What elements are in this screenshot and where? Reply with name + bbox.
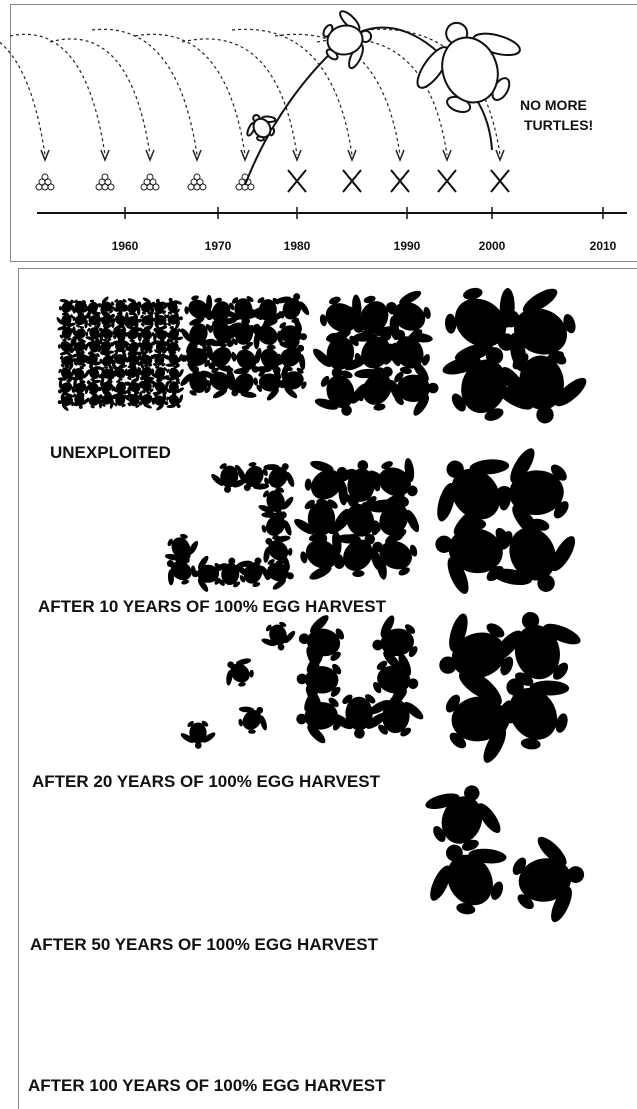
x-mark <box>288 170 306 192</box>
flipper <box>58 344 61 349</box>
panel-label: AFTER 100 YEARS OF 100% EGG HARVEST <box>28 1076 386 1095</box>
turtle <box>481 602 592 696</box>
axis-label: 1970 <box>205 239 232 253</box>
panel-label: AFTER 50 YEARS OF 100% EGG HARVEST <box>30 935 379 954</box>
egg <box>102 184 108 190</box>
turtle <box>411 771 515 863</box>
turtle <box>425 599 526 714</box>
turtle <box>191 554 222 593</box>
turtle <box>179 719 217 749</box>
arc-arrow <box>92 29 197 155</box>
turtle <box>257 618 300 655</box>
turtle <box>329 692 389 739</box>
axis-label: 2010 <box>590 239 617 253</box>
x-mark <box>438 170 456 192</box>
turtle <box>392 358 439 418</box>
axis-label: 1990 <box>394 239 421 253</box>
panel-label: AFTER 10 YEARS OF 100% EGG HARVEST <box>38 597 387 616</box>
flipper <box>253 377 258 385</box>
turtle <box>293 609 349 676</box>
panel-label: UNEXPLOITED <box>50 443 171 462</box>
egg <box>248 184 254 190</box>
egg <box>108 184 114 190</box>
annotation-line: TURTLES! <box>524 117 593 133</box>
turtle-outline <box>318 5 377 75</box>
flipper <box>444 313 456 333</box>
egg <box>42 174 48 180</box>
panel-label: AFTER 20 YEARS OF 100% EGG HARVEST <box>32 772 381 791</box>
page: NO MORE TURTLES! UNEXPLOITED AFTER 10 YE… <box>0 0 637 1109</box>
annotation-line: NO MORE <box>520 97 587 113</box>
x-mark <box>491 170 509 192</box>
arc-arrow <box>50 39 150 155</box>
arc-arrow <box>0 29 45 155</box>
flipper <box>305 478 312 490</box>
turtle <box>229 696 276 742</box>
axis-label: 1960 <box>112 239 139 253</box>
flipper <box>249 670 254 678</box>
axis-label: 2000 <box>479 239 506 253</box>
turtle <box>368 610 422 675</box>
egg <box>147 174 153 180</box>
egg <box>141 184 147 190</box>
axis-label: 1980 <box>284 239 311 253</box>
flipper <box>59 306 62 311</box>
egg <box>42 184 48 190</box>
egg <box>96 184 102 190</box>
egg <box>236 184 242 190</box>
egg <box>188 184 194 190</box>
egg <box>48 184 54 190</box>
turtle <box>504 827 592 932</box>
turtle <box>364 688 428 740</box>
flipper <box>288 548 293 556</box>
egg <box>36 184 42 190</box>
x-mark <box>343 170 361 192</box>
flipper <box>352 570 365 578</box>
timeline-frame <box>11 5 637 262</box>
arc-arrow <box>135 34 245 155</box>
turtle <box>216 648 263 695</box>
figure: NO MORE TURTLES! UNEXPLOITED AFTER 10 YE… <box>0 0 637 1109</box>
egg <box>153 184 159 190</box>
arc-arrow <box>182 39 297 155</box>
turtle-outline <box>240 107 283 147</box>
flipper <box>86 332 89 337</box>
egg <box>147 184 153 190</box>
arc-arrow <box>10 34 105 155</box>
turtle-outline <box>398 3 539 128</box>
egg <box>200 184 206 190</box>
egg <box>194 174 200 180</box>
shell <box>154 353 164 365</box>
egg <box>194 184 200 190</box>
flipper <box>238 682 246 687</box>
flipper <box>248 729 256 734</box>
x-mark <box>391 170 409 192</box>
egg <box>102 174 108 180</box>
